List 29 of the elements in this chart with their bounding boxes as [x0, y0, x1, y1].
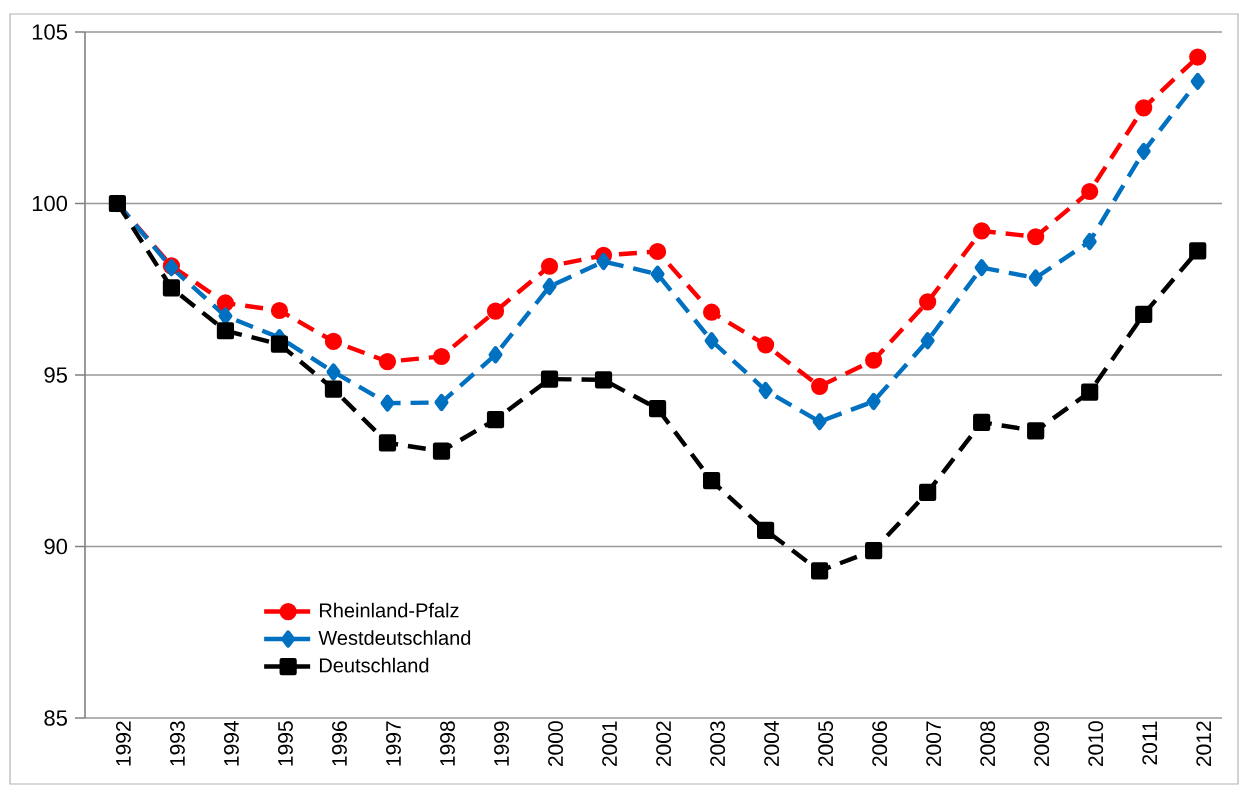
x-tick-label: 1993: [170, 721, 185, 766]
x-tick-label: 2000: [548, 721, 563, 767]
y-tick-label: 95: [44, 367, 67, 383]
y-tick-label: 90: [44, 538, 68, 555]
x-tick-label: 2011: [1142, 721, 1158, 765]
y-tick-label: 105: [32, 24, 67, 40]
legend-label: Rheinland-Pfalz: [319, 602, 459, 618]
x-tick-label: 1994: [224, 721, 239, 766]
x-tick-label: 2010: [1088, 721, 1104, 767]
x-tick-label: 2009: [1034, 721, 1050, 767]
x-tick-label: 2012: [1196, 721, 1212, 767]
y-tick-label: 100: [32, 195, 68, 212]
x-tick-label: 2005: [818, 721, 834, 767]
x-tick-label: 1999: [494, 721, 509, 766]
x-tick-label: 2007: [926, 721, 942, 767]
x-tick-label: 2003: [710, 721, 726, 767]
x-tick-label: 2006: [872, 721, 888, 767]
x-tick-label: 2004: [764, 721, 780, 767]
x-tick-label: 1998: [440, 721, 455, 766]
legend-label: Westdeutschland: [318, 630, 471, 645]
x-tick-label: 1995: [278, 721, 293, 766]
x-tick-label: 2008: [980, 721, 996, 767]
x-tick-label: 1992: [115, 721, 131, 766]
x-tick-label: 1997: [386, 721, 401, 766]
y-tick-label: 85: [44, 710, 67, 726]
x-tick-label: 2002: [656, 721, 672, 767]
legend-label: Deutschland: [319, 657, 429, 673]
x-tick-label: 2001: [602, 721, 617, 767]
x-tick-label: 1996: [332, 721, 347, 766]
